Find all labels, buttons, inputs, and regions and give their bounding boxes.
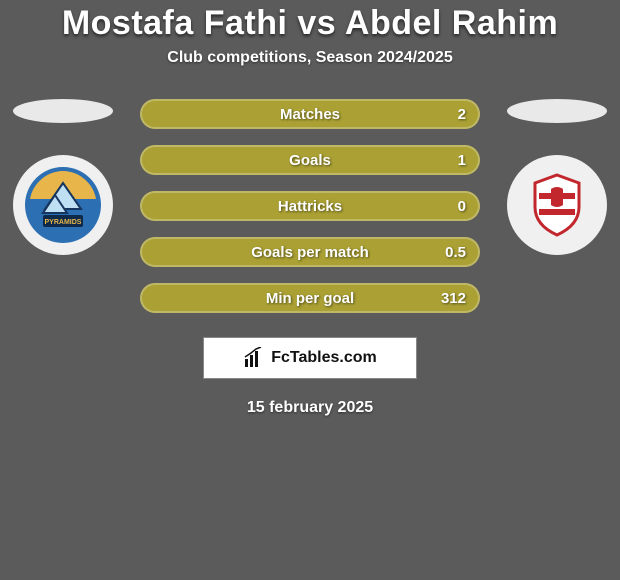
stat-value-right: 0.5 [445,244,466,261]
stat-label: Matches [280,106,340,123]
content-area: PYRAMIDS Matches 2 Goal [0,99,620,417]
stat-label: Goals per match [251,244,369,261]
stat-label: Min per goal [266,290,354,307]
svg-text:PYRAMIDS: PYRAMIDS [45,219,82,226]
stat-row: Matches 2 [140,99,480,129]
club-badge-left: PYRAMIDS [13,155,113,255]
stat-value-right: 1 [458,152,466,169]
brand-name: FcTables.com [271,349,377,367]
player-left-column: PYRAMIDS [8,99,118,255]
player-right-placeholder [507,99,607,123]
stat-label: Goals [289,152,331,169]
stat-row: Hattricks 0 [140,191,480,221]
chart-icon [243,347,265,369]
subtitle: Club competitions, Season 2024/2025 [0,49,620,67]
player-right-column [502,99,612,255]
club-badge-right [507,155,607,255]
player-left-placeholder [13,99,113,123]
page-title: Mostafa Fathi vs Abdel Rahim [0,4,620,43]
stat-row: Min per goal 312 [140,283,480,313]
stat-row: Goals per match 0.5 [140,237,480,267]
stat-value-right: 0 [458,198,466,215]
stat-label: Hattricks [278,198,342,215]
pyramids-badge-icon: PYRAMIDS [23,165,103,245]
brand-box[interactable]: FcTables.com [203,337,417,379]
stats-rows: Matches 2 Goals 1 Hattricks 0 Goals per … [140,99,480,313]
date-text: 15 february 2025 [0,399,620,417]
zamalek-badge-icon [517,165,597,245]
stat-value-right: 312 [441,290,466,307]
comparison-card: Mostafa Fathi vs Abdel Rahim Club compet… [0,0,620,417]
stat-value-right: 2 [458,106,466,123]
stat-row: Goals 1 [140,145,480,175]
